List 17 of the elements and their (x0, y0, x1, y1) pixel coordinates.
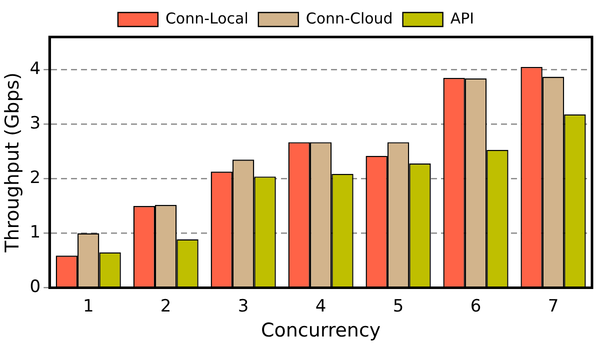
y-tick-label: 3 (30, 114, 41, 134)
x-tick-label: 5 (392, 296, 404, 316)
x-tick-label: 1 (82, 296, 94, 316)
x-tick-label: 4 (315, 296, 326, 316)
x-tick-label: 6 (470, 296, 482, 316)
x-tick-label: 2 (160, 296, 172, 316)
x-axis-title: Concurrency (260, 320, 381, 342)
x-tick-label: 3 (238, 296, 249, 316)
y-tick-label: 4 (30, 59, 41, 80)
y-tick-label: 1 (30, 222, 41, 243)
legend-label: Conn-Local (165, 9, 248, 28)
y-axis-title: Throughput (Gbps) (1, 72, 24, 254)
x-tick-label: 7 (548, 296, 559, 316)
y-tick-label: 0 (30, 277, 41, 298)
legend-label: API (450, 9, 474, 28)
y-tick-label: 2 (30, 168, 41, 188)
legend-label: Conn-Cloud (306, 9, 393, 28)
